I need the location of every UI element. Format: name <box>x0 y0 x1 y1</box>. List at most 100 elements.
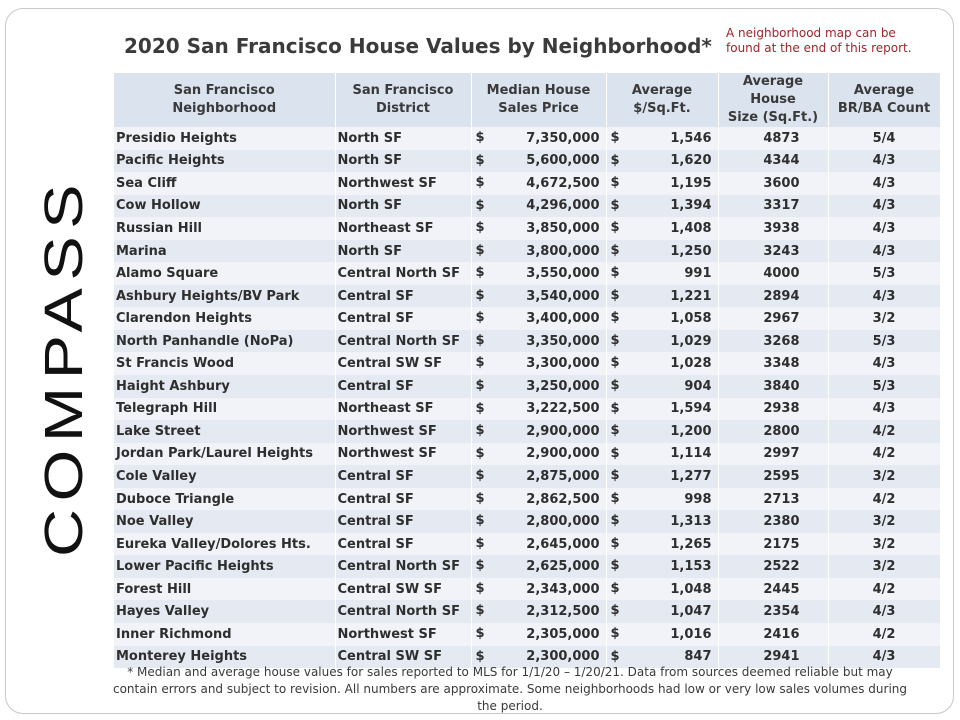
br-ba-cell: 4/3 <box>828 600 941 624</box>
district-cell: Central SF <box>335 510 472 533</box>
median-price-cell: $5,600,000 <box>471 149 607 173</box>
currency-symbol: $ <box>475 626 485 642</box>
price-per-sqft-value: 1,277 <box>670 468 712 484</box>
neighborhood-cell: Jordan Park/Laurel Heights <box>114 442 336 466</box>
median-price-value: 2,645,000 <box>526 536 600 552</box>
median-price-value: 2,800,000 <box>526 514 600 530</box>
house-size-cell: 2800 <box>718 420 829 443</box>
neighborhood-cell: Lake Street <box>114 420 336 443</box>
br-ba-cell: 3/2 <box>828 465 941 488</box>
price-per-sqft-cell: $1,114 <box>606 442 719 466</box>
neighborhood-cell: Sea Cliff <box>114 172 336 195</box>
currency-symbol: $ <box>475 197 485 213</box>
currency-symbol: $ <box>610 378 620 394</box>
currency-symbol: $ <box>475 265 485 281</box>
currency-symbol: $ <box>475 513 485 529</box>
neighborhood-cell: Duboce Triangle <box>114 487 336 511</box>
currency-symbol: $ <box>610 626 620 642</box>
table-header-row: San Francisco Neighborhood San Francisco… <box>114 73 941 127</box>
district-cell: Northeast SF <box>335 397 472 421</box>
median-price-cell: $3,540,000 <box>471 284 607 308</box>
br-ba-cell: 4/3 <box>828 217 941 240</box>
currency-symbol: $ <box>475 378 485 394</box>
price-per-sqft-cell: $1,028 <box>606 352 719 376</box>
br-ba-cell: 4/3 <box>828 645 941 669</box>
house-size-cell: 2713 <box>718 487 829 511</box>
header-neighborhood: San Francisco Neighborhood <box>114 73 336 127</box>
currency-symbol: $ <box>475 558 485 574</box>
price-per-sqft-value: 1,200 <box>670 423 712 439</box>
district-cell: Central SF <box>335 307 472 330</box>
br-ba-cell: 4/3 <box>828 239 941 263</box>
median-price-cell: $2,900,000 <box>471 420 607 443</box>
median-price-cell: $3,800,000 <box>471 239 607 263</box>
house-size-cell: 2416 <box>718 623 829 646</box>
district-cell: Central SW SF <box>335 352 472 376</box>
median-price-cell: $4,672,500 <box>471 172 607 195</box>
neighborhood-cell: Marina <box>114 239 336 263</box>
price-per-sqft-cell: $1,029 <box>606 329 719 353</box>
median-price-cell: $2,305,000 <box>471 623 607 646</box>
br-ba-cell: 4/3 <box>828 397 941 421</box>
median-price-cell: $2,645,000 <box>471 532 607 556</box>
house-size-cell: 3840 <box>718 375 829 398</box>
price-per-sqft-cell: $904 <box>606 375 719 398</box>
district-cell: Central North SF <box>335 262 472 285</box>
neighborhood-cell: Alamo Square <box>114 262 336 285</box>
district-cell: North SF <box>335 194 472 218</box>
median-price-cell: $2,800,000 <box>471 510 607 533</box>
median-price-cell: $2,343,000 <box>471 577 607 601</box>
currency-symbol: $ <box>475 423 485 439</box>
price-per-sqft-value: 847 <box>684 649 712 665</box>
currency-symbol: $ <box>475 535 485 551</box>
median-price-cell: $4,296,000 <box>471 194 607 218</box>
table-row: Monterey Heights Central SW SF $2,300,000 $… <box>114 645 941 669</box>
currency-symbol: $ <box>610 513 620 529</box>
page-title: 2020 San Francisco House Values by Neigh… <box>124 34 712 58</box>
br-ba-cell: 3/2 <box>828 532 941 556</box>
median-price-cell: $2,875,000 <box>471 465 607 488</box>
table-row: Eureka Valley/Dolores Hts. Central SF $2,6… <box>114 532 941 556</box>
district-cell: Central North SF <box>335 600 472 624</box>
compass-logo: COMPASS <box>34 177 94 557</box>
house-size-cell: 3268 <box>718 329 829 353</box>
table-row: Inner Richmond Northwest SF $2,305,000 $1,0… <box>114 623 941 646</box>
price-per-sqft-cell: $1,153 <box>606 555 719 578</box>
br-ba-cell: 5/3 <box>828 375 941 398</box>
neighborhood-cell: Inner Richmond <box>114 623 336 646</box>
currency-symbol: $ <box>610 310 620 326</box>
price-per-sqft-cell: $1,620 <box>606 149 719 173</box>
district-cell: Northwest SF <box>335 623 472 646</box>
currency-symbol: $ <box>475 603 485 619</box>
br-ba-cell: 4/3 <box>828 149 941 173</box>
neighborhood-cell: Lower Pacific Heights <box>114 555 336 578</box>
br-ba-cell: 4/3 <box>828 172 941 195</box>
house-size-cell: 2354 <box>718 600 829 624</box>
price-per-sqft-value: 991 <box>684 266 712 282</box>
currency-symbol: $ <box>610 355 620 371</box>
median-price-value: 3,350,000 <box>526 333 600 349</box>
table-row: Sea Cliff Northwest SF $4,672,500 $1,195 360… <box>114 172 941 195</box>
price-per-sqft-cell: $1,594 <box>606 397 719 421</box>
price-per-sqft-value: 1,620 <box>670 153 712 169</box>
price-per-sqft-cell: $1,058 <box>606 307 719 330</box>
district-cell: Northwest SF <box>335 172 472 195</box>
price-per-sqft-value: 1,546 <box>670 130 712 146</box>
median-price-value: 2,300,000 <box>526 649 600 665</box>
neighborhood-cell: Forest Hill <box>114 577 336 601</box>
currency-symbol: $ <box>475 287 485 303</box>
table-row: Presidio Heights North SF $7,350,000 $1,546… <box>114 127 941 150</box>
currency-symbol: $ <box>610 220 620 236</box>
currency-symbol: $ <box>610 265 620 281</box>
price-per-sqft-cell: $1,546 <box>606 127 719 150</box>
currency-symbol: $ <box>475 648 485 664</box>
house-size-cell: 2445 <box>718 577 829 601</box>
table-row: Alamo Square Central North SF $3,550,000 $9… <box>114 262 941 285</box>
median-price-value: 7,350,000 <box>526 130 600 146</box>
br-ba-cell: 3/2 <box>828 555 941 578</box>
median-price-cell: $7,350,000 <box>471 127 607 150</box>
price-per-sqft-cell: $1,048 <box>606 577 719 601</box>
table-row: Telegraph Hill Northeast SF $3,222,500 $1,5… <box>114 397 941 421</box>
median-price-cell: $3,400,000 <box>471 307 607 330</box>
neighborhood-cell: Presidio Heights <box>114 127 336 150</box>
